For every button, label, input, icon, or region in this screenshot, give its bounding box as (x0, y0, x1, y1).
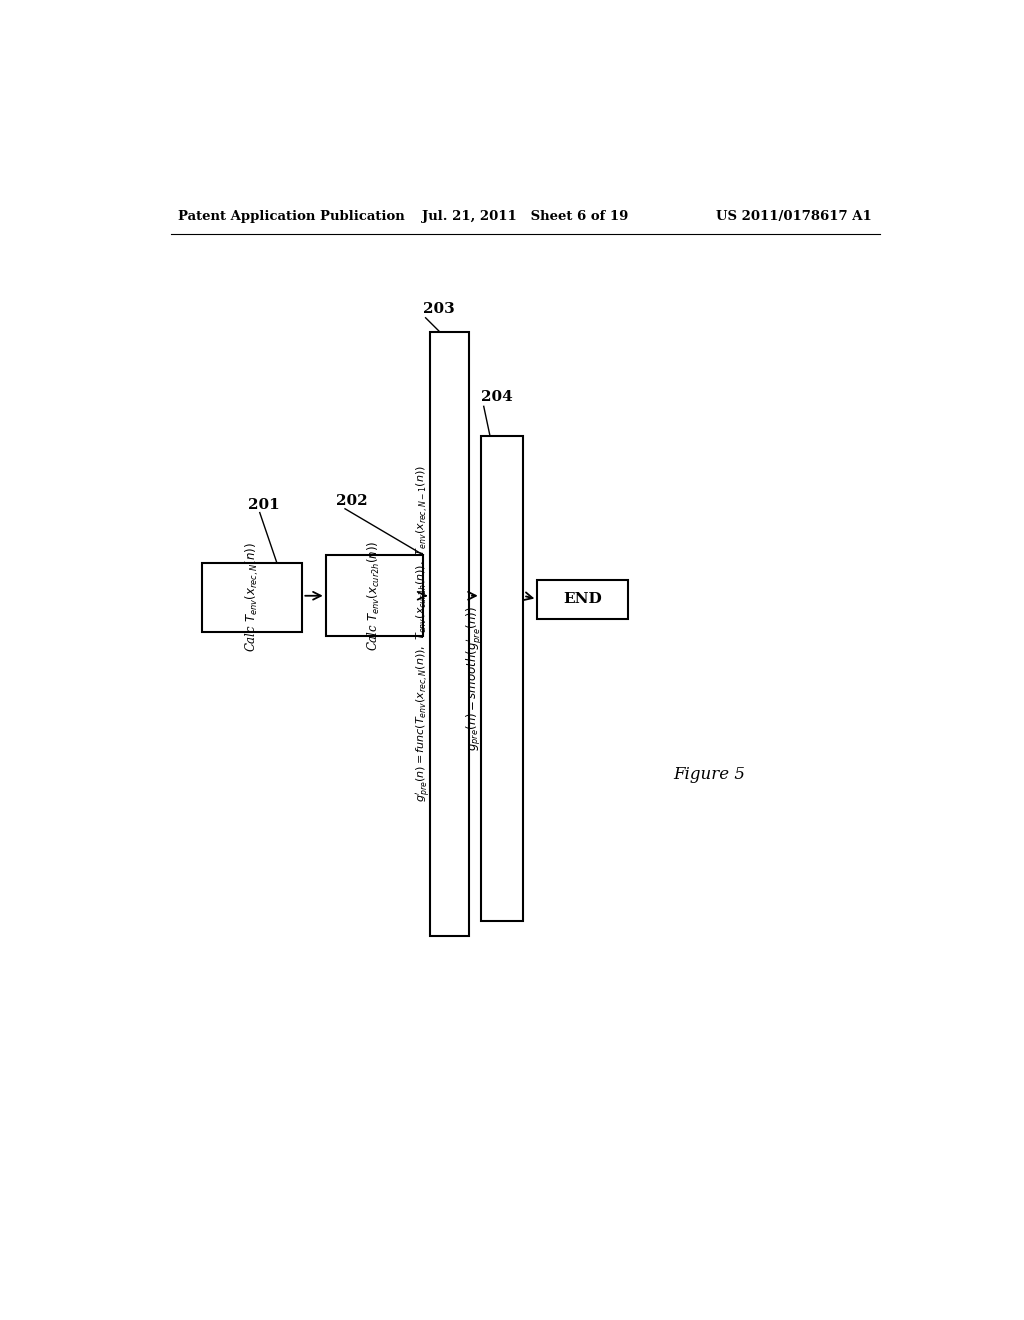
Bar (202, 562, 302, 632)
Text: 204: 204 (480, 391, 512, 404)
Text: 202: 202 (336, 494, 368, 508)
Text: 203: 203 (423, 301, 455, 315)
Text: 201: 201 (248, 498, 280, 512)
Bar (538, 579, 628, 619)
Text: US 2011/0178617 A1: US 2011/0178617 A1 (716, 210, 872, 223)
Text: END: END (563, 593, 602, 606)
Text: $g_{pre}'(n) = func(T_{env}(x_{rec,N}(n)),\ T_{env}(x_{cur2h}(n)),\ T_{env}(x_{r: $g_{pre}'(n) = func(T_{env}(x_{rec,N}(n)… (415, 466, 433, 803)
Text: Patent Application Publication: Patent Application Publication (178, 210, 406, 223)
Text: Calc $T_{env}(x_{cur2h}(n))$: Calc $T_{env}(x_{cur2h}(n))$ (366, 540, 382, 651)
Text: Calc $T_{env}(x_{rec,N}(n))$: Calc $T_{env}(x_{rec,N}(n))$ (244, 543, 261, 652)
Bar (430, 331, 469, 936)
Bar (480, 436, 523, 921)
Bar (326, 554, 423, 636)
Text: $g_{pre}(n) = smooth(g_{pre}'(n))$: $g_{pre}(n) = smooth(g_{pre}'(n))$ (465, 606, 484, 751)
Text: Jul. 21, 2011   Sheet 6 of 19: Jul. 21, 2011 Sheet 6 of 19 (422, 210, 628, 223)
Text: Figure 5: Figure 5 (673, 766, 745, 783)
